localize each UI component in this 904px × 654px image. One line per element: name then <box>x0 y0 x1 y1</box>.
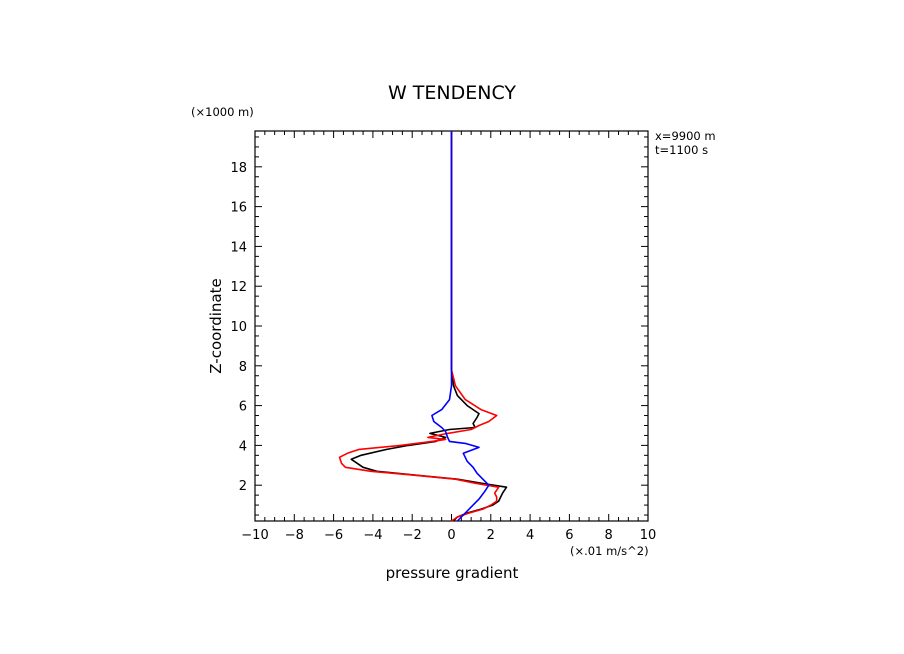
y-tick-label: 4 <box>239 439 247 454</box>
chart-title: W TENDENCY <box>388 82 516 104</box>
y-tick-label: 12 <box>230 280 247 295</box>
y-unit-label: (×1000 m) <box>191 105 254 119</box>
x-unit-label: (×.01 m/s^2) <box>570 544 649 558</box>
x-tick-label: 2 <box>487 528 495 543</box>
y-tick-label: 10 <box>230 320 247 335</box>
y-tick-label: 2 <box>239 479 247 494</box>
y-tick-label: 18 <box>230 161 247 176</box>
x-tick-label: 0 <box>447 528 455 543</box>
x-tick-label: −4 <box>363 528 382 543</box>
tick-labels: −10 −8 −6 −4 −2 0 2 4 6 8 10 2 4 6 8 10 12 14 16 18 <box>230 161 656 543</box>
y-tick-label: 8 <box>239 360 247 375</box>
x-tick-label: −2 <box>403 528 422 543</box>
series-line-1 <box>338 131 500 522</box>
y-axis-title: Z-coordinate <box>207 278 225 373</box>
x-tick-label: 6 <box>565 528 573 543</box>
series-line-0 <box>350 131 508 522</box>
series-line-2 <box>431 131 490 522</box>
x-tick-label: 4 <box>526 528 534 543</box>
x-axis-title: pressure gradient <box>386 564 519 582</box>
y-tick-label: 14 <box>230 240 247 255</box>
axis-ticks <box>254 131 649 521</box>
y-tick-label: 6 <box>239 400 247 415</box>
series-layer <box>338 131 508 522</box>
annotation-t: t=1100 s <box>655 143 708 157</box>
y-tick-label: 16 <box>230 201 247 216</box>
x-tick-label: 10 <box>640 528 657 543</box>
x-tick-label: −8 <box>285 528 304 543</box>
x-tick-label: −10 <box>241 528 268 543</box>
x-tick-label: 8 <box>605 528 613 543</box>
annotation-x: x=9900 m <box>655 129 716 143</box>
x-tick-label: −6 <box>324 528 343 543</box>
